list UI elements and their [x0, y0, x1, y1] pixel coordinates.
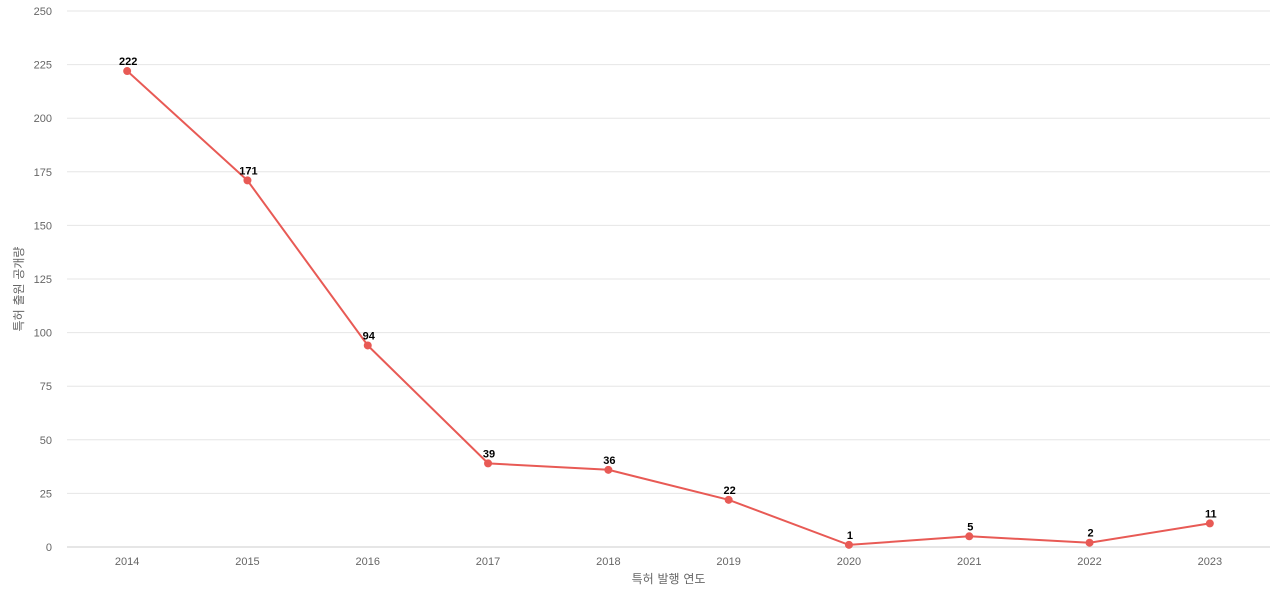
x-tick-label: 2015	[235, 556, 259, 568]
y-tick-label: 200	[34, 113, 52, 125]
data-label: 2	[1087, 528, 1093, 540]
y-tick-label: 75	[40, 381, 52, 393]
y-axis-title: 특허 출원 공개량	[12, 247, 26, 332]
x-tick-label: 2023	[1198, 556, 1222, 568]
x-tick-label: 2021	[957, 556, 981, 568]
y-tick-label: 50	[40, 435, 52, 447]
data-label: 39	[483, 448, 495, 460]
data-point	[724, 495, 733, 504]
y-axis-ticks: 0 25 50 75 100 125 150 175 200 225 250	[34, 6, 52, 554]
y-tick-label: 0	[46, 542, 52, 554]
data-point	[484, 459, 493, 468]
x-tick-label: 2020	[837, 556, 861, 568]
data-point	[844, 540, 853, 549]
y-tick-label: 25	[40, 488, 52, 500]
x-axis-ticks: 2014 2015 2016 2017 2018 2019 2020 2021 2022 2023	[115, 556, 1222, 568]
data-point	[243, 176, 252, 185]
data-label: 171	[239, 165, 257, 177]
data-label: 36	[603, 455, 615, 467]
y-tick-label: 225	[34, 60, 52, 72]
x-tick-label: 2016	[356, 556, 380, 568]
x-tick-label: 2022	[1077, 556, 1101, 568]
y-tick-label: 250	[34, 6, 52, 18]
y-tick-label: 150	[34, 220, 52, 232]
data-label: 1	[847, 530, 853, 542]
y-tick-label: 175	[34, 167, 52, 179]
data-point	[363, 341, 372, 350]
series-line	[126, 70, 1210, 546]
y-tick-label: 125	[34, 274, 52, 286]
data-label: 94	[363, 330, 376, 342]
data-point	[123, 67, 132, 76]
data-label: 22	[724, 485, 736, 497]
data-label: 5	[967, 521, 973, 533]
data-point	[965, 532, 974, 541]
y-tick-label: 100	[34, 328, 52, 340]
data-point	[604, 465, 613, 474]
data-label: 222	[119, 56, 137, 68]
x-tick-label: 2019	[716, 556, 740, 568]
x-tick-label: 2014	[115, 556, 139, 568]
x-tick-label: 2017	[476, 556, 500, 568]
x-axis-title: 특허 발행 연도	[632, 571, 706, 586]
data-point	[1085, 538, 1094, 547]
grid-lines	[67, 10, 1270, 494]
data-labels: 222 171 94 39 36 22 1 5 2 11	[119, 56, 1217, 542]
data-label: 11	[1205, 508, 1217, 520]
data-points	[123, 67, 1214, 549]
data-point	[1205, 519, 1214, 528]
x-tick-label: 2018	[596, 556, 620, 568]
